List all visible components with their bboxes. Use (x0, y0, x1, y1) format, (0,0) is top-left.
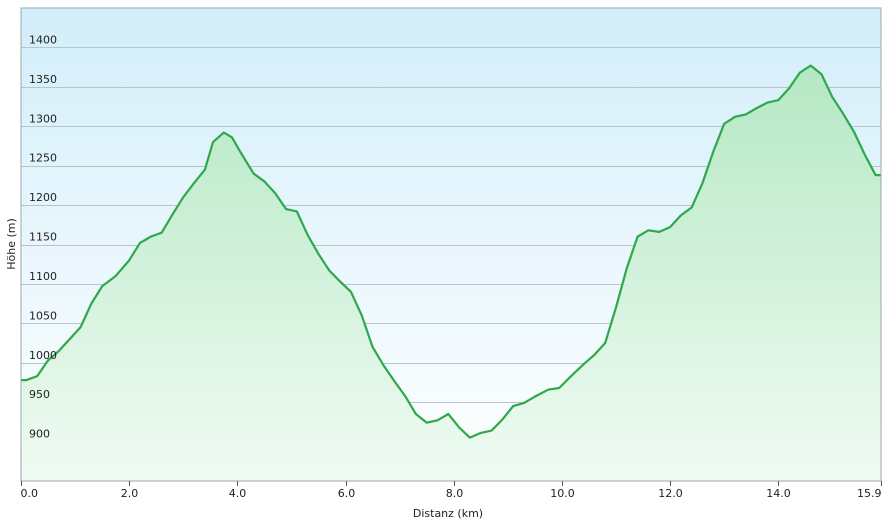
x-axis: 0.0 2.0 4.0 6.0 8.0 10.0 12.0 14.0 15.9 (21, 481, 882, 500)
x-tick-label: 6.0 (338, 487, 356, 500)
plot-frame (20, 7, 882, 482)
x-tick-label: 14.0 (766, 487, 791, 500)
x-tick-label: 12.0 (658, 487, 683, 500)
y-axis: 900 950 1000 1050 1100 1150 1200 1250 1300 1350 14… (29, 33, 57, 440)
y-tick-label: 1400 (29, 33, 57, 46)
x-tick-label: 15.9 (857, 487, 882, 500)
x-axis-title: Distanz (km) (413, 507, 483, 520)
x-tick-label: 10.0 (550, 487, 575, 500)
y-tick-label: 1150 (29, 231, 57, 244)
y-axis-title: Höhe (m) (5, 218, 18, 270)
y-tick-label: 1050 (29, 309, 57, 322)
elevation-line (21, 64, 881, 439)
y-tick-label: 950 (29, 388, 50, 401)
x-tick-label: 0.0 (21, 487, 39, 500)
y-tick-label: 1300 (29, 112, 57, 125)
elevation-area (21, 65, 881, 481)
y-tick-label: 1350 (29, 73, 57, 86)
y-tick-label: 1000 (29, 349, 57, 362)
x-tick-label: 4.0 (229, 487, 247, 500)
y-tick-label: 1100 (29, 270, 57, 283)
x-tick-label: 2.0 (121, 487, 139, 500)
y-tick-label: 1200 (29, 191, 57, 204)
y-tick-label: 1250 (29, 152, 57, 165)
x-tick-label: 8.0 (446, 487, 464, 500)
y-tick-label: 900 (29, 428, 50, 441)
